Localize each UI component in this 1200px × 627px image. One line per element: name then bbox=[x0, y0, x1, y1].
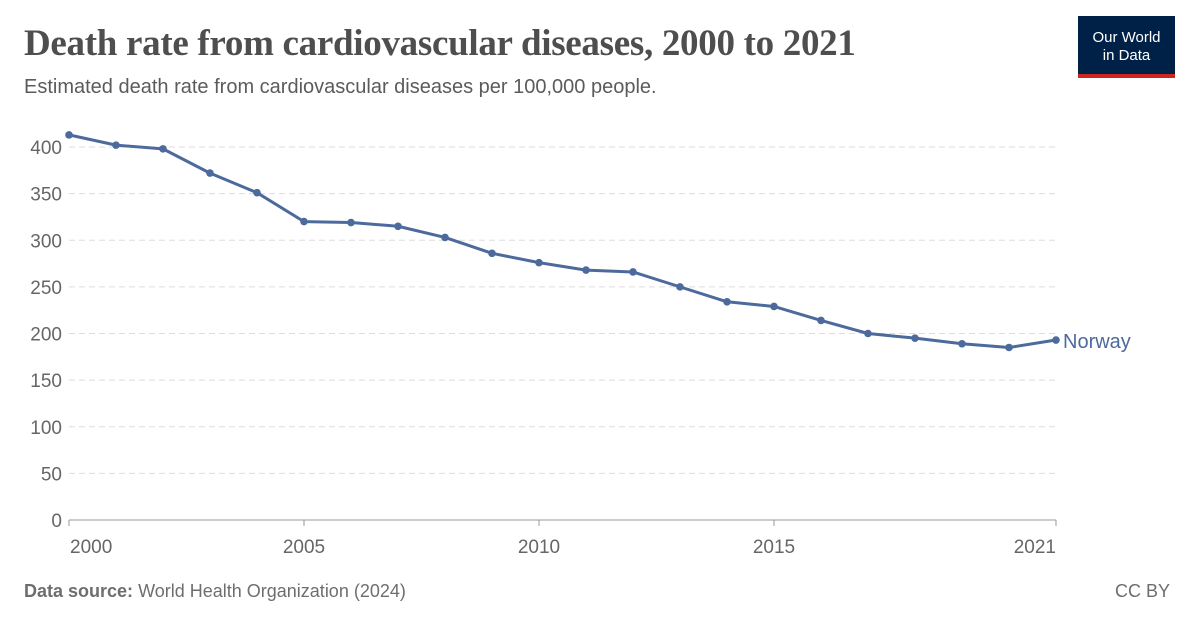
data-point bbox=[253, 188, 261, 197]
data-point bbox=[770, 302, 778, 311]
y-tick-label: 50 bbox=[41, 464, 62, 485]
x-tick-label: 2015 bbox=[753, 537, 795, 558]
data-point bbox=[65, 131, 73, 139]
data-point bbox=[629, 268, 637, 276]
chart-title: Death rate from cardiovascular diseases,… bbox=[24, 23, 856, 64]
data-point bbox=[676, 283, 684, 291]
data-point bbox=[582, 266, 590, 274]
series-label: Norway bbox=[1063, 331, 1131, 353]
data-point bbox=[112, 141, 120, 149]
license[interactable]: CC BY bbox=[1114, 581, 1170, 601]
data-point bbox=[488, 249, 496, 258]
data-point bbox=[441, 233, 449, 242]
y-tick-label: 100 bbox=[30, 418, 62, 439]
data-source: Data source: World Health Organization (… bbox=[24, 581, 406, 602]
data-point bbox=[817, 316, 825, 325]
data-point bbox=[1005, 343, 1013, 352]
data-point bbox=[535, 258, 543, 267]
data-point bbox=[394, 222, 402, 231]
data-point bbox=[159, 145, 167, 153]
owid-logo[interactable]: Our World in Data bbox=[1078, 16, 1175, 78]
data-point bbox=[300, 217, 308, 226]
x-tick-label: 2000 bbox=[70, 537, 112, 558]
data-point bbox=[864, 329, 872, 338]
data-source-text[interactable]: World Health Organization (2024) bbox=[138, 581, 406, 601]
x-tick-label: 2021 bbox=[1014, 537, 1056, 558]
y-tick-label: 0 bbox=[51, 511, 62, 532]
y-tick-label: 250 bbox=[30, 278, 62, 299]
chart-subtitle: Estimated death rate from cardiovascular… bbox=[24, 76, 657, 98]
data-point bbox=[958, 339, 966, 348]
data-point bbox=[347, 218, 355, 227]
data-point bbox=[723, 297, 731, 306]
y-tick-label: 300 bbox=[30, 231, 62, 252]
y-tick-label: 400 bbox=[30, 138, 62, 159]
series-line-norway bbox=[68, 133, 1057, 349]
data-point bbox=[911, 334, 919, 342]
data-point bbox=[1052, 336, 1060, 344]
logo-line-2: in Data bbox=[1102, 47, 1151, 64]
x-tick-label: 2010 bbox=[518, 537, 560, 558]
y-tick-label: 150 bbox=[30, 371, 62, 392]
x-tick-label: 2005 bbox=[283, 537, 325, 558]
y-tick-label: 200 bbox=[30, 325, 62, 346]
logo-line-1: Our World bbox=[1092, 29, 1161, 46]
data-point bbox=[206, 169, 214, 177]
data-source-label: Data source: bbox=[24, 581, 134, 601]
y-tick-label: 350 bbox=[30, 185, 62, 206]
